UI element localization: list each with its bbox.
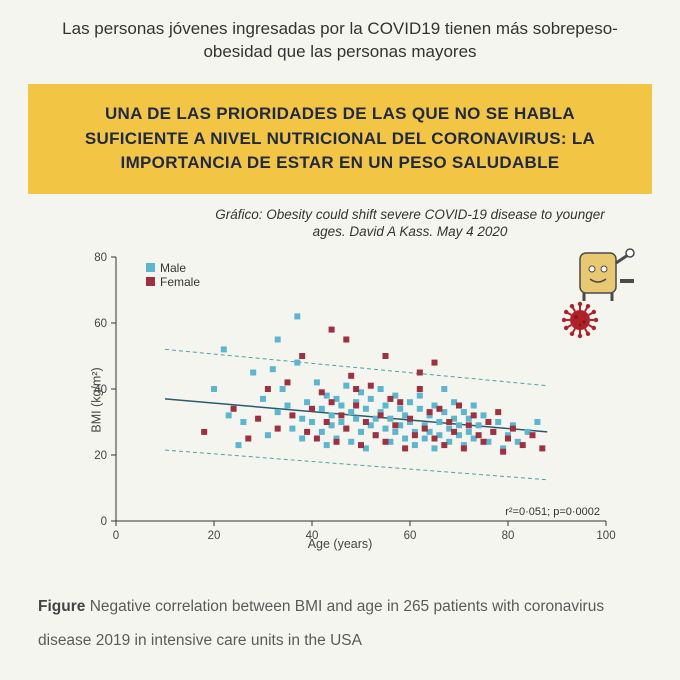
svg-text:20: 20 [208, 530, 221, 542]
svg-text:0: 0 [101, 516, 107, 528]
intro-text: Las personas jóvenes ingresadas por la C… [0, 0, 680, 76]
svg-text:r²=0·051; p=0·0002: r²=0·051; p=0·0002 [505, 506, 600, 518]
microscope-icon [570, 245, 640, 305]
svg-text:Male: Male [160, 261, 186, 275]
chart-svg: 020406080020406080100MaleFemaler²=0·051;… [60, 245, 620, 555]
svg-text:Female: Female [160, 275, 200, 289]
svg-text:80: 80 [502, 530, 515, 542]
figure-caption: Figure Negative correlation between BMI … [38, 590, 642, 658]
x-axis-label: Age (years) [308, 537, 373, 551]
svg-text:100: 100 [596, 530, 615, 542]
figure-text: Negative correlation between BMI and age… [38, 598, 604, 649]
svg-text:80: 80 [94, 252, 107, 264]
svg-text:60: 60 [94, 318, 107, 330]
highlight-box: UNA DE LAS PRIORIDADES DE LAS QUE NO SE … [28, 84, 652, 194]
figure-word: Figure [38, 598, 85, 615]
svg-text:60: 60 [404, 530, 417, 542]
svg-text:0: 0 [113, 530, 119, 542]
y-axis-label: BMI (kg/m²) [90, 367, 104, 432]
scatter-chart: 020406080020406080100MaleFemaler²=0·051;… [60, 245, 620, 555]
chart-citation: Gráfico: Obesity could shift severe COVI… [0, 198, 680, 243]
svg-text:20: 20 [94, 450, 107, 462]
virus-icon [560, 300, 600, 340]
